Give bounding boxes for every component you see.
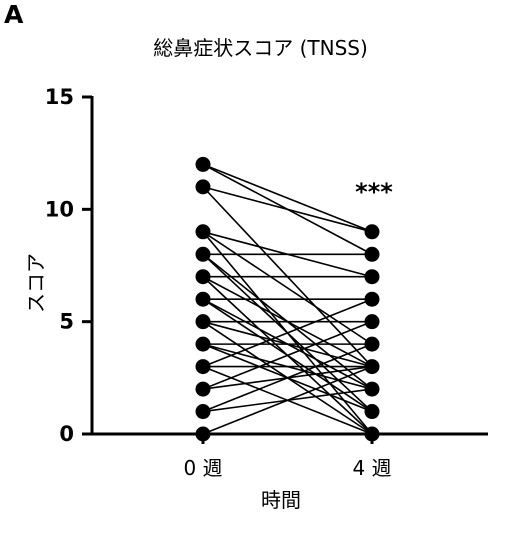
point-week0 [195, 381, 211, 397]
subject-line [202, 365, 373, 435]
paired-lines [202, 163, 373, 435]
panel-label: A [4, 0, 24, 29]
y-tick-label: 15 [45, 85, 74, 109]
x-axis-title: 時間 [261, 488, 301, 512]
y-ticks: 0 5 10 15 [45, 85, 92, 446]
point-week4 [364, 224, 380, 240]
point-week4 [364, 246, 380, 262]
significance-annotation: *** [355, 178, 393, 206]
point-week0 [195, 246, 211, 262]
point-week0 [195, 269, 211, 285]
point-week0 [195, 291, 211, 307]
subject-line [202, 320, 373, 390]
point-week4 [364, 291, 380, 307]
point-week0 [195, 404, 211, 420]
point-week4 [364, 314, 380, 330]
point-week4 [364, 359, 380, 375]
point-week0 [195, 314, 211, 330]
point-week0 [195, 224, 211, 240]
subject-line [202, 186, 373, 233]
subject-line [202, 163, 373, 233]
chart-title: 総鼻症状スコア (TNSS) [153, 36, 368, 60]
x-tick-label: 0 週 [183, 456, 222, 480]
point-week4 [364, 269, 380, 285]
x-ticks: 0 週 4 週 [183, 434, 392, 480]
point-week0 [195, 359, 211, 375]
y-tick-label: 10 [45, 197, 74, 221]
point-week0 [195, 179, 211, 195]
subject-line [202, 343, 373, 413]
y-axis-title: スコア [24, 253, 48, 313]
point-week0 [195, 336, 211, 352]
y-tick-label: 5 [59, 310, 74, 334]
point-week4 [364, 336, 380, 352]
point-week4 [364, 381, 380, 397]
subject-line [202, 298, 373, 368]
y-tick-label: 0 [59, 422, 74, 446]
point-week4 [364, 404, 380, 420]
point-week0 [195, 156, 211, 172]
subject-line [202, 231, 373, 345]
x-tick-label: 4 週 [352, 456, 391, 480]
